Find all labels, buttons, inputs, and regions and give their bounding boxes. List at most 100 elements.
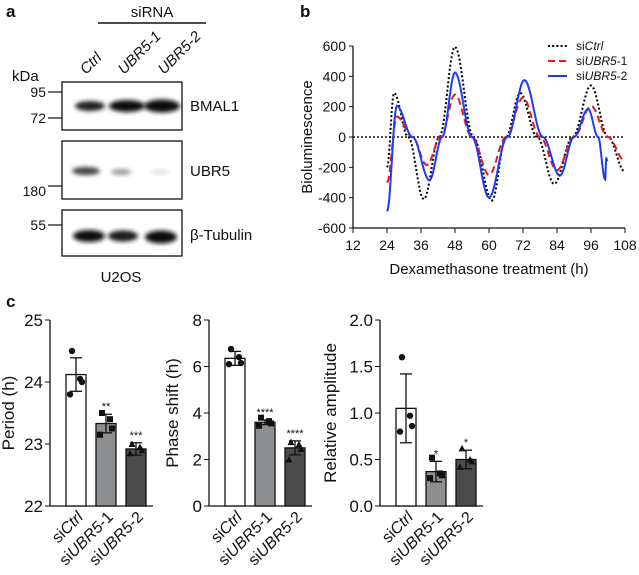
- data-point-triangle: [126, 449, 134, 457]
- band: [75, 101, 105, 111]
- x-tick-label: 48: [447, 237, 463, 253]
- marker-55: 55: [30, 217, 46, 233]
- y-tick-label: -400: [318, 190, 346, 206]
- y-tick-label: 0: [338, 129, 346, 145]
- lane-label-ctrl: Ctrl: [77, 49, 106, 78]
- label-prefix: si: [576, 69, 585, 83]
- band: [108, 230, 138, 242]
- y-axis-label: Phase shift (h): [163, 358, 182, 468]
- lane-label-ubr5-1: UBR5-1: [115, 28, 165, 78]
- band: [144, 99, 180, 113]
- y-tick-label: 1.5: [349, 358, 373, 377]
- marker-180: 180: [23, 183, 47, 199]
- data-point-square: [109, 425, 115, 432]
- data-point-circle: [237, 359, 245, 367]
- band: [150, 170, 170, 174]
- x-axis-label: Dexamethasone treatment (h): [389, 261, 588, 278]
- legend-entry: siUBR5-1: [576, 54, 628, 68]
- data-point-square: [107, 416, 113, 423]
- data-point-square: [97, 431, 103, 438]
- data-point-square: [99, 410, 105, 416]
- significance-label: ***: [130, 430, 144, 442]
- data-point-triangle: [468, 457, 476, 465]
- legend-entry: siUBR5-2: [576, 69, 628, 83]
- data-point-circle: [225, 360, 233, 368]
- data-point-circle: [398, 354, 406, 361]
- kda-label: kDa: [12, 68, 39, 85]
- y-tick-label: 2.0: [349, 311, 373, 330]
- x-tick-label: 72: [515, 237, 531, 253]
- y-tick-label: 0.5: [349, 451, 373, 470]
- y-tick-label: 24: [24, 373, 43, 392]
- data-point-circle: [66, 391, 74, 398]
- data-point-circle: [235, 354, 243, 361]
- data-point-circle: [227, 345, 235, 353]
- data-point-triangle: [138, 446, 146, 454]
- data-point-square: [439, 472, 445, 479]
- y-axis-label: Relative amplitude: [321, 343, 340, 483]
- marker-ticks: [48, 91, 62, 226]
- x-tick-label: 60: [481, 237, 497, 253]
- x-tick-label: 36: [413, 237, 429, 253]
- data-point-square: [427, 475, 433, 482]
- x-tick-label: 84: [549, 237, 565, 253]
- panel-label-a: a: [6, 2, 16, 21]
- band: [72, 167, 100, 175]
- band: [145, 230, 177, 244]
- y-tick-label: 1.0: [349, 404, 373, 423]
- y-tick-label: 200: [323, 99, 347, 115]
- marker-95: 95: [30, 84, 46, 100]
- y-tick-label: -200: [318, 159, 346, 175]
- y-tick-label: 22: [24, 497, 43, 516]
- y-tick-label: 600: [323, 38, 347, 54]
- y-axis-label: Bioluminescence: [299, 80, 316, 193]
- y-tick-label: 2: [193, 451, 202, 470]
- y-tick-label: 0.0: [349, 497, 373, 516]
- significance-label: *: [464, 437, 469, 449]
- panel-label-b: b: [300, 2, 310, 21]
- bar: [254, 421, 276, 507]
- y-tick-label: -600: [318, 220, 346, 236]
- legend-entry: siCtrl: [576, 39, 604, 53]
- data-point-triangle: [128, 440, 136, 447]
- marker-72: 72: [30, 110, 46, 126]
- y-tick-label: 0: [193, 497, 202, 516]
- cell-line-label: U2OS: [101, 269, 142, 286]
- blot-bmal1: [61, 81, 183, 131]
- significance-label: ****: [286, 428, 304, 440]
- data-point-triangle: [456, 463, 464, 470]
- data-point-triangle: [285, 456, 293, 463]
- significance-label: **: [102, 401, 111, 413]
- y-tick-label: 4: [193, 404, 202, 423]
- data-point-circle: [78, 378, 86, 386]
- label-suffix: -1: [617, 54, 628, 68]
- y-axis-label: Period (h): [0, 376, 18, 451]
- band: [73, 230, 105, 242]
- label-prefix: si: [576, 39, 585, 53]
- series-line-siUBR5-2: [386, 71, 609, 212]
- data-point-circle: [68, 347, 76, 355]
- label-italic: Ctrl: [585, 39, 604, 53]
- y-tick-label: 6: [193, 358, 202, 377]
- significance-label: ****: [256, 407, 274, 419]
- bar: [125, 448, 147, 507]
- protein-label-tubulin: β-Tubulin: [190, 227, 252, 244]
- y-tick-label: 23: [24, 435, 43, 454]
- data-point-circle: [406, 412, 414, 419]
- label-prefix: si: [576, 54, 585, 68]
- significance-label: *: [434, 448, 439, 460]
- x-tick-label: 96: [583, 237, 599, 253]
- bar: [284, 447, 306, 507]
- blot-tubulin: [61, 209, 183, 257]
- data-point-triangle: [295, 440, 303, 448]
- sirna-label: siRNA: [131, 4, 174, 21]
- data-point-square: [429, 454, 435, 461]
- label-italic: UBR5: [585, 69, 617, 83]
- blot-ubr5: [61, 140, 183, 200]
- label-suffix: -2: [617, 69, 628, 83]
- data-point-triangle: [287, 438, 295, 446]
- panel-label-c: c: [6, 292, 15, 311]
- lane-label-ubr5-2: UBR5-2: [155, 28, 205, 78]
